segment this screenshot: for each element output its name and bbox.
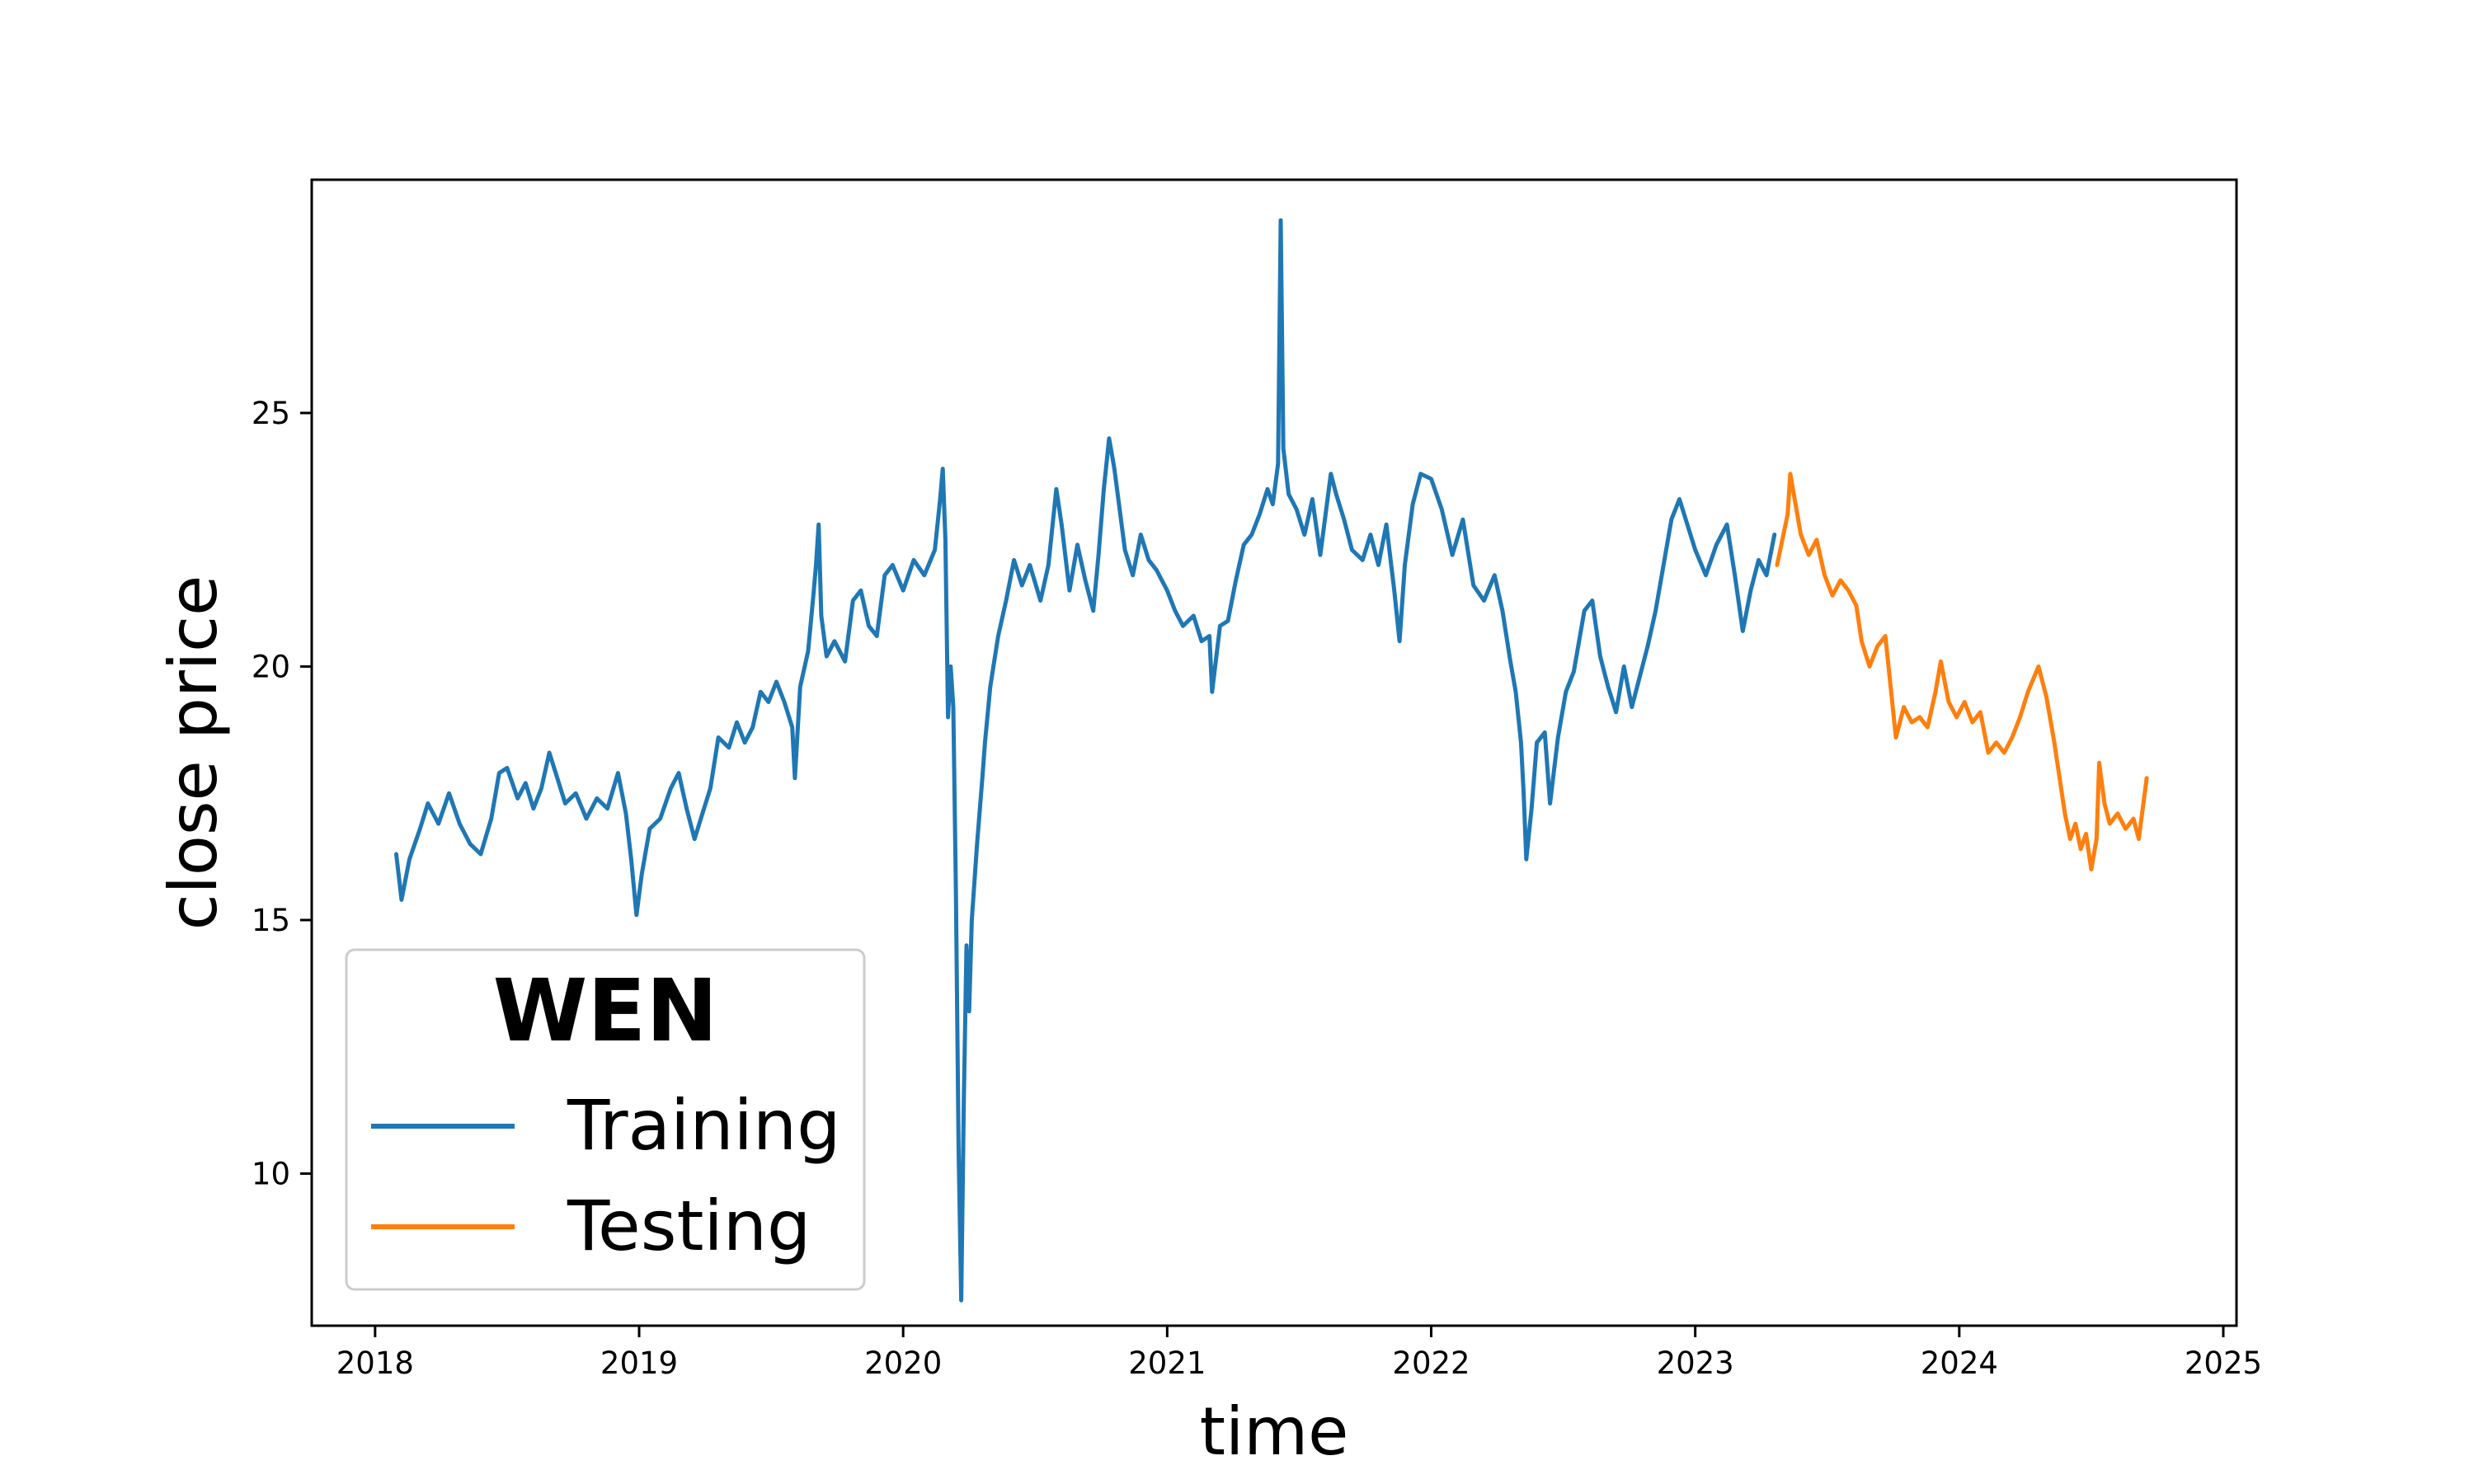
x-tick-label: 2018: [336, 1345, 414, 1381]
x-tick-label: 2020: [864, 1345, 942, 1381]
legend-box: [345, 948, 866, 1291]
y-tick-label: 25: [252, 396, 290, 431]
legend-title: WEN: [493, 960, 718, 1061]
x-tick-label: 2021: [1128, 1345, 1206, 1381]
y-tick-label: 15: [252, 903, 290, 938]
series-line-training: [394, 218, 1777, 1303]
x-axis-ticks: 2018 2019 2020 2021 2022 2023 2024 2025: [336, 1326, 2262, 1381]
x-tick-label: 2023: [1657, 1345, 1734, 1381]
x-tick-label: 2025: [2185, 1345, 2262, 1381]
series-layer: [394, 218, 2149, 1303]
y-axis-label: close price: [155, 575, 232, 931]
x-tick-label: 2022: [1392, 1345, 1470, 1381]
x-tick-label: 2019: [600, 1345, 678, 1381]
y-tick-label: 20: [252, 649, 290, 684]
y-axis-ticks: 10 15 20 25: [252, 396, 312, 1191]
x-tick-label: 2024: [1921, 1345, 1998, 1381]
y-tick-label: 10: [252, 1156, 290, 1191]
legend-label-testing: Testing: [567, 1186, 811, 1266]
legend-label-training: Training: [567, 1085, 840, 1166]
x-axis-label: time: [1200, 1393, 1349, 1470]
series-line-testing: [1775, 472, 2149, 871]
legend: WEN Training Testing: [345, 948, 866, 1291]
